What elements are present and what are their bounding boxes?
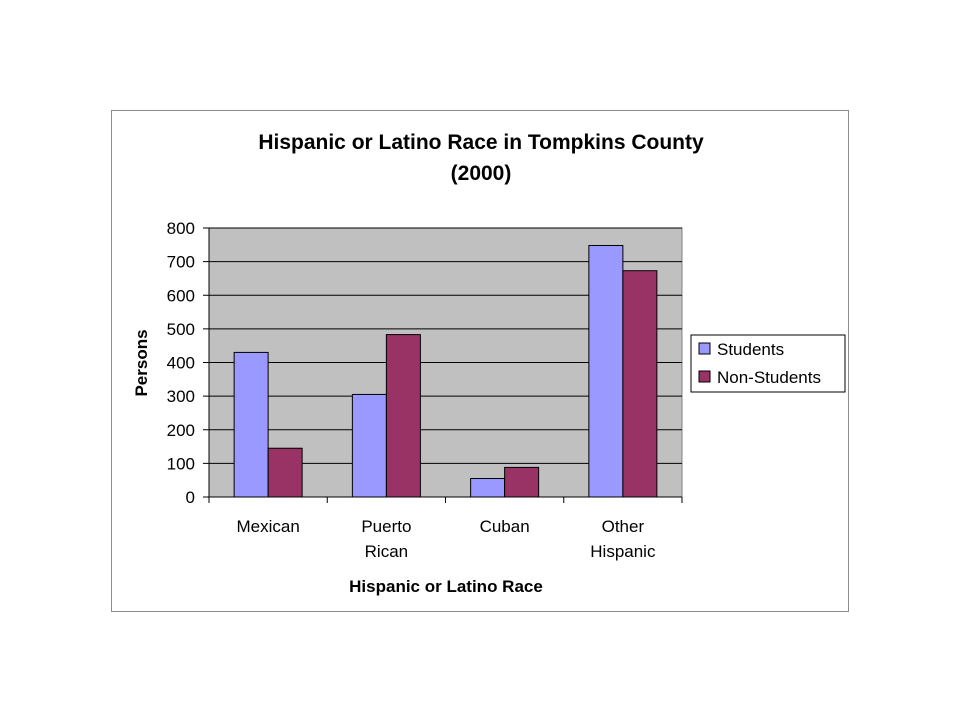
plot-area: 0 100 200 300 400 500 600 700 800 Mexican Puerto Ri… [167, 219, 683, 561]
bar-students-2 [470, 478, 506, 498]
bar-students-1 [351, 393, 387, 498]
x-tick-label: Hispanic [590, 542, 656, 561]
legend: Students Non-Students [690, 334, 846, 393]
bar-non-students-0 [267, 447, 303, 498]
x-tick-label: Cuban [480, 517, 530, 536]
y-tick-label: 700 [167, 253, 195, 272]
legend-label-non-students: Non-Students [717, 368, 821, 387]
chart-svg: Hispanic or Latino Race in Tompkins Coun… [132, 131, 846, 596]
bar-non-students-3 [622, 270, 658, 498]
y-tick-label: 500 [167, 320, 195, 339]
legend-swatch-non-students [698, 370, 711, 383]
legend-box [690, 334, 846, 393]
bar-students-0 [233, 351, 269, 498]
chart-frame: Hispanic or Latino Race in Tompkins Coun… [111, 110, 849, 612]
x-tick-label: Rican [365, 542, 408, 561]
x-tick-label: Other [602, 517, 645, 536]
y-tick-label: 100 [167, 454, 195, 473]
y-tick-label: 800 [167, 219, 195, 238]
bar-students-3 [588, 244, 624, 498]
bar-non-students-2 [504, 466, 540, 498]
x-axis-title: Hispanic or Latino Race [349, 577, 543, 596]
y-axis-title: Persons [132, 329, 151, 396]
legend-swatch-students [698, 342, 711, 355]
x-tick-label: Puerto [361, 517, 411, 536]
chart-title-line-2: (2000) [451, 162, 512, 185]
chart-title-line-1: Hispanic or Latino Race in Tompkins Coun… [258, 131, 704, 154]
y-tick-label: 300 [167, 387, 195, 406]
y-tick-label: 400 [167, 354, 195, 373]
legend-label-students: Students [717, 340, 784, 359]
x-tick-label: Mexican [236, 517, 299, 536]
y-tick-label: 0 [186, 488, 195, 507]
y-tick-label: 200 [167, 421, 195, 440]
bar-non-students-1 [385, 334, 421, 498]
y-tick-label: 600 [167, 286, 195, 305]
